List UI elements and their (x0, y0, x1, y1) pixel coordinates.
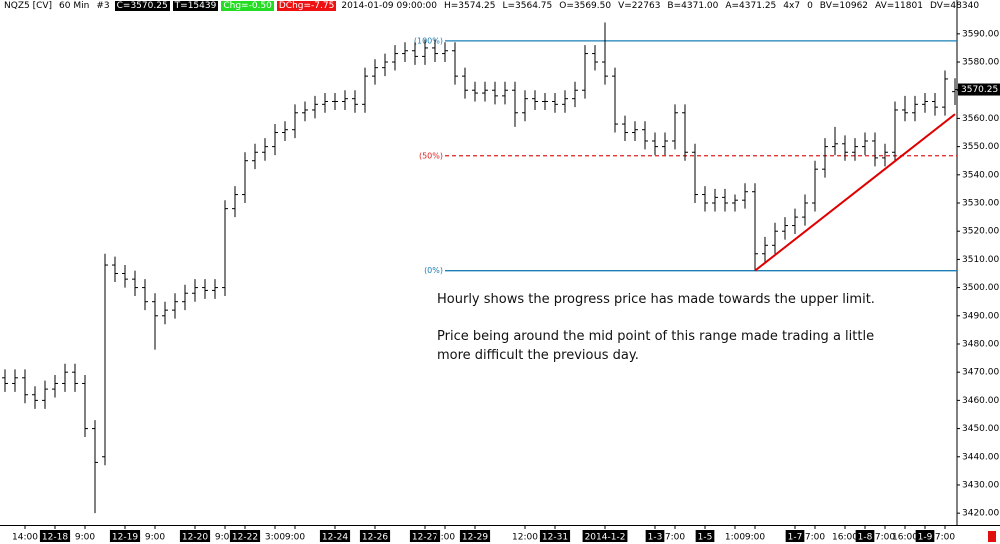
date-label-box (645, 530, 665, 542)
x-tick-label: 7:00 (665, 533, 685, 543)
y-tick-label: 3510.00 (962, 255, 999, 265)
y-tick-label: 3500.00 (962, 283, 999, 293)
header-field: 0 (807, 1, 813, 11)
x-tick-label: 1-7 (788, 533, 803, 543)
x-tick-label: 16:00 (832, 533, 858, 543)
x-tick-label: 12-26 (362, 533, 388, 543)
x-tick-label: 12-24 (322, 533, 348, 543)
date-label-box (409, 530, 441, 542)
x-tick-label: 14:00 (12, 533, 38, 543)
x-tick-label: 7:00 (935, 533, 955, 543)
date-label-box (915, 530, 935, 542)
annotation-line: more difficult the previous day. (437, 348, 639, 363)
y-tick-label: 3520.00 (962, 227, 999, 237)
x-tick-label: 1-8 (858, 533, 873, 543)
header-field: DV=48340 (929, 1, 980, 11)
header: NQZ5 [CV] 60 Min #3 C=3570.25 T=15439 Chg=-0.… (2, 0, 984, 12)
header-field: AV=11801 (875, 1, 923, 11)
y-tick-label: 3460.00 (962, 396, 999, 406)
x-tick-label: 12:00 (512, 533, 538, 543)
y-tick-label: 3440.00 (962, 452, 999, 462)
y-tick-label: 3490.00 (962, 311, 999, 321)
x-tick-label: 9:00 (285, 533, 305, 543)
date-label-box (229, 530, 261, 542)
last-price-label: 3570.25 (961, 85, 998, 95)
x-tick-label: 1-5 (698, 533, 713, 543)
corner-button[interactable] (988, 531, 996, 542)
date-label-box (109, 530, 141, 542)
x-tick-label: 9:00 (745, 533, 765, 543)
x-tick-label: 9:00 (75, 533, 95, 543)
date-label-box (179, 530, 211, 542)
date-label-box (459, 530, 491, 542)
header-field: NQZ5 [CV] (4, 1, 53, 11)
header-field: O=3569.50 (559, 1, 612, 11)
date-label-box (582, 530, 628, 542)
x-tick-label: 9:00 (215, 533, 235, 543)
annotation-line: Hourly shows the progress price has made… (437, 292, 875, 307)
y-tick-label: 3470.00 (962, 368, 999, 378)
fib-label: (0%) (424, 266, 443, 275)
trendline (754, 113, 956, 272)
y-tick-label: 3420.00 (962, 509, 999, 519)
annotation-line: Price being around the mid point of this… (437, 329, 875, 344)
x-tick-label: 12-22 (232, 533, 258, 543)
header-field: BV=10962 (819, 1, 869, 11)
y-tick-label: 3590.00 (962, 29, 999, 39)
annotation: Hourly shows the progress price has made… (437, 290, 875, 365)
header-field: 4x7 (783, 1, 801, 11)
header-field: Chg=-0.50 (221, 1, 274, 11)
x-tick-label: 12-19 (112, 533, 138, 543)
last-price-box (958, 83, 1000, 96)
date-label-box (695, 530, 715, 542)
date-label-box (855, 530, 875, 542)
header-field: #3 (96, 1, 110, 11)
x-tick-label: 1:00 (725, 533, 745, 543)
date-label-box (359, 530, 391, 542)
header-field: C=3570.25 (114, 1, 170, 11)
date-label-box (39, 530, 71, 542)
date-label-box (785, 530, 805, 542)
x-tick-label: 2014-1-2 (585, 533, 626, 543)
x-tick-label: 9:00 (145, 533, 165, 543)
header-field: B=4371.00 (667, 1, 719, 11)
x-tick-label: 12-29 (462, 533, 488, 543)
x-tick-label: 1-3 (648, 533, 663, 543)
x-tick-label: 9:00 (435, 533, 455, 543)
header-field: T=15439 (172, 1, 219, 11)
x-tick-label: 1-9 (918, 533, 933, 543)
header-field: A=4371.25 (725, 1, 777, 11)
x-tick-label: 3:00 (265, 533, 285, 543)
x-tick-label: 12-18 (42, 533, 68, 543)
date-label-box (539, 530, 571, 542)
header-field: DChg=-7.75 (276, 1, 337, 11)
header-field: H=3574.25 (443, 1, 496, 11)
fib-label: (100%) (414, 36, 443, 45)
x-tick-label: 7:00 (805, 533, 825, 543)
y-tick-label: 3430.00 (962, 480, 999, 490)
y-tick-label: 3560.00 (962, 114, 999, 124)
x-tick-label: 16:00 (892, 533, 918, 543)
y-tick-label: 3530.00 (962, 199, 999, 209)
date-label-box (319, 530, 351, 542)
x-tick-label: 12-31 (542, 533, 568, 543)
x-tick-label: 7:00 (875, 533, 895, 543)
header-field: 2014-01-09 09:00:00 (341, 1, 437, 11)
y-tick-label: 3450.00 (962, 424, 999, 434)
header-field: 60 Min (59, 1, 90, 11)
x-tick-label: 12-27 (412, 533, 438, 543)
header-field: L=3564.75 (502, 1, 553, 11)
y-tick-label: 3580.00 (962, 58, 999, 68)
x-tick-label: 12-20 (182, 533, 208, 543)
fib-label: (50%) (419, 151, 443, 160)
y-tick-label: 3540.00 (962, 170, 999, 180)
header-field: V=22763 (618, 1, 661, 11)
y-tick-label: 3550.00 (962, 142, 999, 152)
y-tick-label: 3480.00 (962, 339, 999, 349)
